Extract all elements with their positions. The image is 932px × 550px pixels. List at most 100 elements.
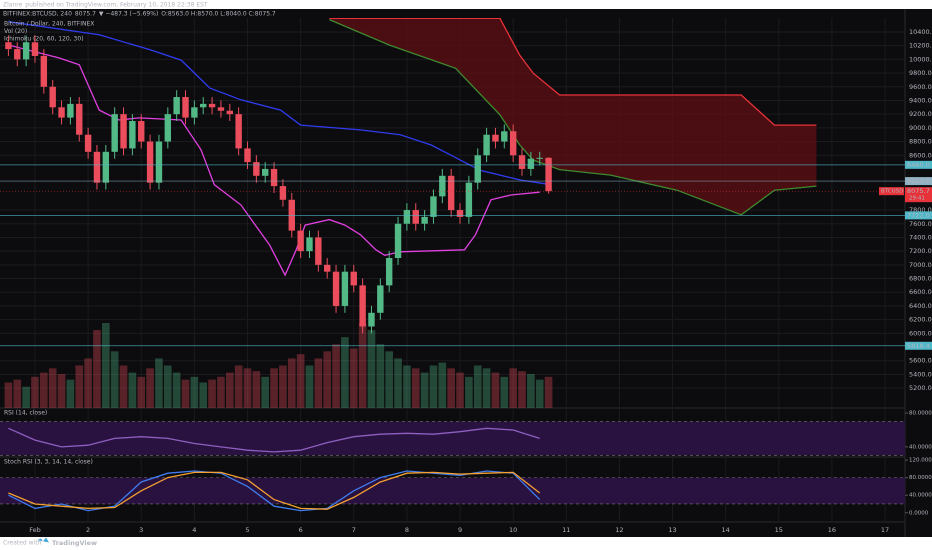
volume-bar <box>305 365 314 408</box>
x-tick-label: 6 <box>299 526 303 534</box>
volume-bar <box>482 368 491 408</box>
candle-body <box>164 114 172 142</box>
candle-body <box>67 103 74 118</box>
candle-body <box>332 271 340 306</box>
x-tick-label: 3 <box>139 526 143 534</box>
volume-bar <box>75 365 84 408</box>
indicator-line <box>8 427 540 453</box>
y-tick-label: 40.0000 <box>909 444 932 450</box>
volume-bar <box>509 368 517 408</box>
ichimoku-cloud <box>329 18 817 215</box>
candle-body <box>385 258 393 286</box>
price-pane <box>4 18 817 408</box>
candle-body <box>430 196 437 217</box>
x-tick-label: 11 <box>562 526 570 534</box>
legend-entry: Ichimoku (20, 60, 120, 30) <box>4 36 84 43</box>
candle-body <box>191 107 198 118</box>
x-tick-label: 17 <box>881 526 889 534</box>
volume-bar <box>172 372 181 408</box>
candle-body <box>102 151 110 183</box>
candle-body <box>49 86 56 108</box>
header-text: published on TradingView.com, February 1… <box>25 2 208 9</box>
y-tick-label: 10200.0 <box>909 42 932 50</box>
x-tick-label: 15 <box>775 526 783 534</box>
y-tick-label: 9800.0 <box>909 69 932 77</box>
x-tick-label: 7 <box>352 526 356 534</box>
y-tick-label: 40.0000 <box>909 493 932 499</box>
indicator-line <box>8 21 551 186</box>
x-tick-label: 13 <box>668 526 676 534</box>
volume-bar <box>491 372 500 408</box>
y-tick-label: 9200.0 <box>909 110 932 118</box>
y-tick-label: 8800.0 <box>909 138 932 146</box>
candle-body <box>536 157 543 159</box>
price-tag <box>905 187 932 203</box>
candle-body <box>40 55 48 87</box>
y-tick-label: 80.0000 <box>909 411 932 417</box>
x-tick-label: 12 <box>615 526 623 534</box>
volume-bar <box>349 348 358 408</box>
volume-bar <box>40 372 48 408</box>
volume-bar <box>217 376 225 408</box>
candle-body <box>84 134 92 152</box>
x-tick-label: 10 <box>509 526 517 534</box>
volume-bar <box>4 382 13 408</box>
candle-body <box>58 107 65 118</box>
x-tick-label: 4 <box>192 526 196 534</box>
volume-bar <box>84 358 92 408</box>
candle-body <box>253 162 260 176</box>
volume-bar <box>287 358 296 408</box>
volume-bar <box>323 351 331 408</box>
y-tick-label: 7000.0 <box>909 261 932 269</box>
candle-body <box>138 121 145 142</box>
volume-bar <box>411 368 420 408</box>
volume-bar <box>332 344 340 408</box>
indicator-band <box>0 421 905 456</box>
candle-body <box>323 264 331 272</box>
y-tick-label: 9400.0 <box>909 96 932 104</box>
candle-body <box>120 114 127 149</box>
x-tick-label: 16 <box>828 526 836 534</box>
y-tick-label: 5400.0 <box>909 370 932 378</box>
symbol-header: 8075.7 <box>75 11 96 18</box>
volume-bar <box>181 379 190 408</box>
candle-body <box>439 175 446 197</box>
volume-bar <box>367 330 376 408</box>
candle-body <box>208 103 216 108</box>
chart-background <box>0 9 932 537</box>
level-tag <box>905 160 932 169</box>
x-tick-label: Feb <box>29 526 41 534</box>
y-tick-label: 7800.0 <box>909 206 932 214</box>
y-tick-label: 6400.0 <box>909 302 932 310</box>
header-text: Zlanre <box>3 2 23 9</box>
volume-bar <box>261 376 270 408</box>
indicator-pane <box>0 421 905 456</box>
y-tick-label: 0.0000 <box>909 510 929 516</box>
volume-bar <box>110 351 119 408</box>
candle-body <box>368 312 375 327</box>
volume-bar <box>429 365 438 408</box>
candle-body <box>421 216 428 224</box>
volume-bar <box>420 372 429 408</box>
candle-body <box>297 230 304 252</box>
level-tag <box>905 177 932 186</box>
candle-body <box>341 271 349 306</box>
symbol-tag-label: BTCUSD <box>881 189 903 195</box>
candle-body <box>306 237 313 252</box>
y-tick-label: 8600.0 <box>909 151 932 159</box>
y-tick-label: 7400.0 <box>909 233 932 241</box>
y-tick-label: 9000.0 <box>909 124 932 132</box>
candle-body <box>235 114 242 149</box>
candle-body <box>76 103 83 135</box>
pane-title: Stoch RSI (3, 3, 14, 14, close) <box>4 459 93 466</box>
candle-body <box>244 148 251 163</box>
volume-bar <box>155 358 163 408</box>
candle-body <box>474 155 481 183</box>
candle-body <box>456 210 464 217</box>
x-tick-label: 5 <box>245 526 249 534</box>
candle-body <box>447 175 455 211</box>
candle-body <box>262 168 269 176</box>
candle-body <box>359 285 366 327</box>
volume-bar <box>473 365 482 408</box>
